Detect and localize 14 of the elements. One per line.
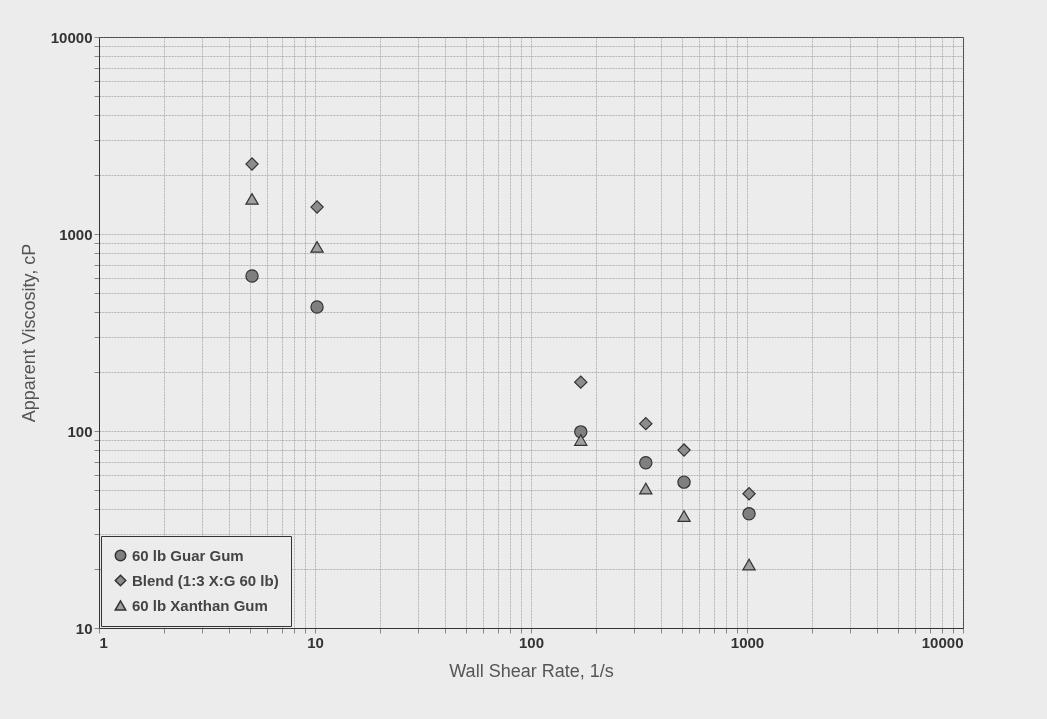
legend-label: 60 lb Guar Gum	[132, 546, 244, 564]
x-tick-label: 10	[307, 633, 324, 651]
y-tick-label: 10000	[50, 28, 93, 46]
x-tick-label: 1	[99, 633, 108, 651]
x-tick-label: 10000	[921, 633, 964, 651]
y-tick-label: 1000	[59, 225, 93, 243]
y-axis-title: Apparent Viscosity, cP	[18, 243, 39, 423]
legend-label: Blend (1:3 X:G 60 lb)	[132, 571, 279, 589]
y-tick-label: 10	[75, 619, 93, 637]
y-tick-label: 100	[67, 422, 93, 440]
x-axis-title: Wall Shear Rate, 1/s	[449, 660, 614, 681]
legend-label: 60 lb Xanthan Gum	[132, 596, 268, 614]
x-tick-label: 1000	[730, 633, 765, 651]
x-tick-label: 100	[518, 633, 545, 651]
